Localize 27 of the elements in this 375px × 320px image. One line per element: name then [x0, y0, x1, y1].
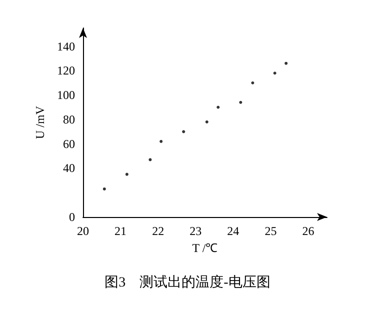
point	[102, 187, 106, 190]
x-tick-label: 25	[264, 224, 277, 238]
y-tick-label: 140	[57, 39, 75, 54]
y-tick-label: 40	[63, 161, 75, 176]
caption: 图3 测试出的温度-电压图	[104, 274, 270, 290]
y-tick-label: 100	[57, 88, 75, 102]
x-tick-label: 23	[190, 224, 202, 238]
y-tick-label: 80	[63, 112, 75, 126]
x-tick-label: 24	[227, 224, 240, 238]
x-tick-label: 20	[77, 224, 89, 238]
x-tick-label: 26	[302, 224, 314, 238]
point	[239, 100, 242, 104]
point	[182, 130, 186, 134]
x-tick-label: 22	[152, 224, 164, 238]
y-axis-title: U /mV	[33, 106, 48, 139]
x-axis-title: T /℃	[192, 240, 218, 255]
point	[160, 140, 163, 143]
point	[205, 120, 208, 124]
point	[273, 72, 276, 75]
y-tick-label: 60	[63, 136, 75, 151]
y-tick-label: 0	[69, 210, 75, 224]
y-tick-label: 120	[57, 64, 75, 78]
point	[125, 172, 128, 176]
x-tick-label: 21	[114, 224, 127, 238]
point	[251, 81, 254, 84]
point	[148, 158, 152, 162]
point	[284, 62, 288, 65]
